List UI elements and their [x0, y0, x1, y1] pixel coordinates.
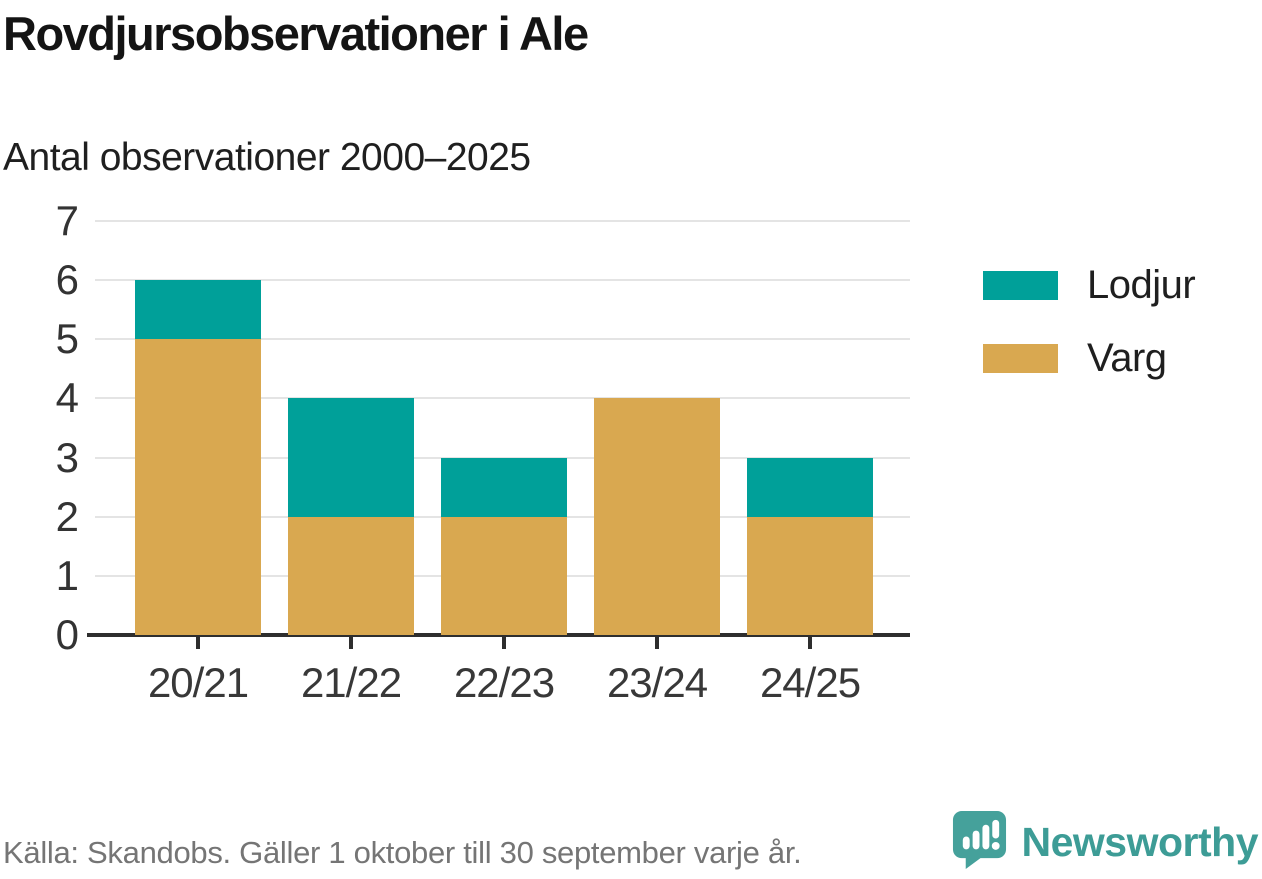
- y-axis-label: 6: [55, 256, 79, 304]
- bar-segment-varg: [135, 339, 261, 635]
- bar-segment-lodjur: [747, 457, 873, 517]
- bar-segment-varg: [594, 398, 720, 635]
- x-axis-label: 23/24: [606, 659, 708, 706]
- x-axis-label: 21/22: [300, 659, 402, 706]
- x-axis-label: 22/23: [453, 659, 555, 706]
- y-axis-label: 7: [55, 197, 79, 244]
- x-tick: [655, 637, 659, 649]
- source-note: Källa: Skandobs. Gäller 1 oktober till 3…: [3, 835, 802, 870]
- bar-segment-lodjur: [135, 280, 261, 340]
- bar-segment-varg: [441, 516, 567, 635]
- newsworthy-logo-icon: [951, 809, 1008, 875]
- legend-label: Lodjur: [1087, 263, 1196, 307]
- gridline: [95, 397, 910, 400]
- x-tick: [349, 637, 353, 649]
- x-axis-line: [87, 633, 910, 637]
- x-axis-label: 24/25: [759, 659, 861, 706]
- x-tick: [196, 637, 200, 649]
- legend-item: Lodjur: [983, 263, 1196, 308]
- legend-swatch: [983, 344, 1058, 373]
- bar-segment-varg: [288, 516, 414, 635]
- bar-segment-lodjur: [288, 398, 414, 517]
- newsworthy-logo: Newsworthy: [951, 809, 1259, 875]
- newsworthy-brand-name: Newsworthy: [1021, 818, 1259, 865]
- x-tick: [808, 637, 812, 649]
- y-axis-label: 0: [55, 611, 79, 658]
- legend-label: Varg: [1087, 336, 1167, 380]
- y-axis-label: 1: [55, 551, 79, 599]
- y-axis-label: 5: [55, 315, 79, 363]
- bar-segment-lodjur: [441, 457, 567, 517]
- gridline: [95, 220, 910, 222]
- legend-item: Varg: [983, 336, 1195, 381]
- y-axis-label: 3: [55, 433, 79, 481]
- gridline: [95, 338, 910, 341]
- x-axis-label: 20/21: [147, 659, 249, 706]
- plot-area: 0 1 2 3 4 5 6 7 20/21 21/22 22/23 23/24 24/25: [56, 200, 910, 706]
- legend: Lodjur Varg: [983, 263, 1196, 409]
- legend-swatch: [983, 271, 1058, 300]
- bar-segment-varg: [747, 516, 873, 635]
- y-axis-label: 4: [55, 374, 79, 422]
- chart-title: Rovdjursobservationer i Ale: [3, 7, 589, 60]
- y-axis-label: 2: [55, 492, 79, 540]
- gridline: [95, 279, 910, 282]
- chart-subtitle: Antal observationer 2000–2025: [3, 136, 531, 179]
- x-tick: [502, 637, 506, 649]
